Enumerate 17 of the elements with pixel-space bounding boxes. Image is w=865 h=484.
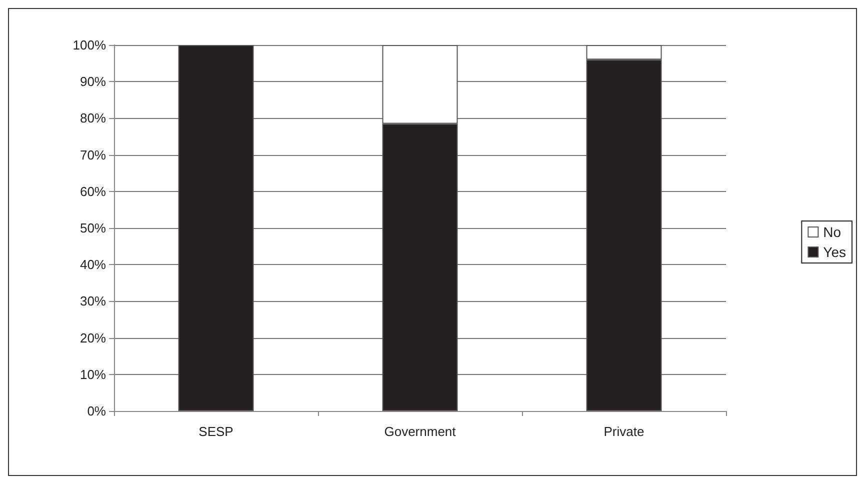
y-tick-label: 50% [80, 220, 106, 236]
x-tick-label: SESP [198, 424, 234, 439]
bar [178, 45, 254, 411]
x-tick-label: Private [604, 424, 644, 439]
y-tick-label: 40% [80, 257, 106, 272]
y-tick-label: 90% [80, 74, 106, 90]
y-tick-label: 60% [80, 184, 106, 199]
x-tick-label: Government [384, 424, 456, 439]
y-tick-label: 0% [87, 404, 106, 418]
y-tick-label: 70% [80, 147, 106, 162]
legend-label: Yes [823, 244, 846, 260]
y-tick-label: 80% [80, 110, 106, 126]
y-tick-label: 30% [80, 294, 106, 309]
y-tick-label: 100% [72, 38, 106, 52]
legend-label: No [823, 224, 842, 240]
y-tick-label: 10% [80, 366, 106, 382]
y-tick-label: 20% [80, 330, 106, 346]
